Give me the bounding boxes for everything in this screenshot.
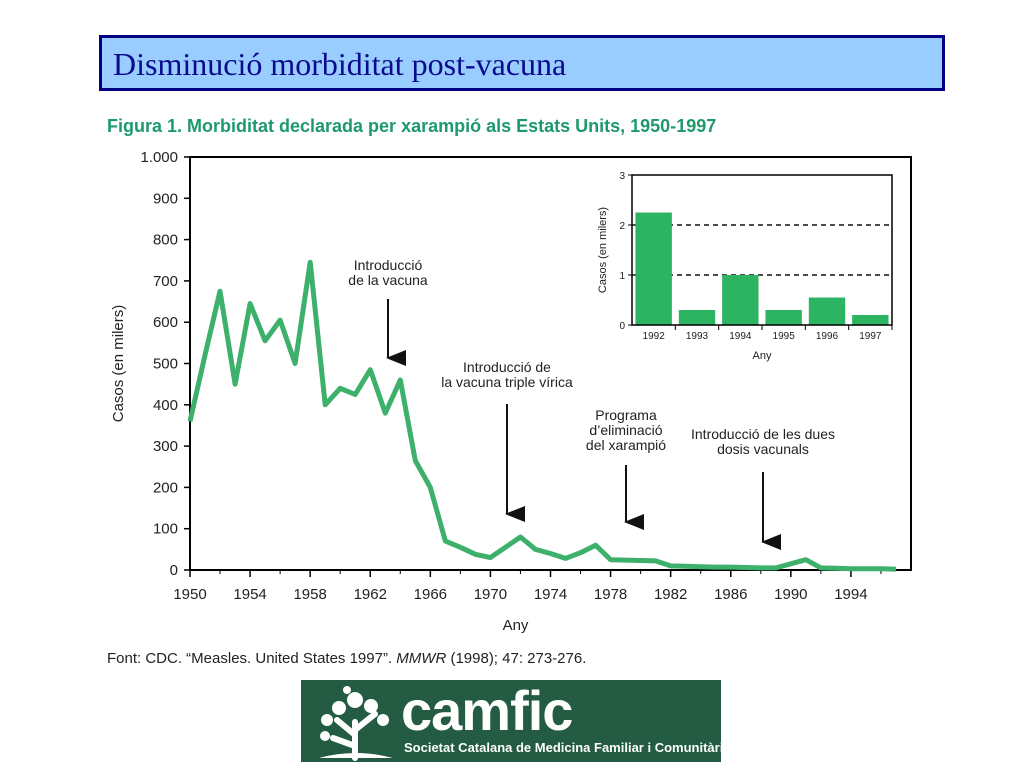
x-tick-label: 1978 <box>594 586 627 603</box>
figure-title: Figura 1. Morbiditat declarada per xaram… <box>107 116 717 136</box>
inset-x-tick-label: 1995 <box>773 331 796 342</box>
annotation-text: dosis vacunals <box>717 441 809 457</box>
logo-subtitle: Societat Catalana de Medicina Familiar i… <box>404 740 731 755</box>
bar-1993 <box>678 310 716 325</box>
inset-y-tick-label: 3 <box>619 171 625 182</box>
x-tick-label: 1974 <box>534 586 567 603</box>
series-line-measles <box>187 259 897 572</box>
x-tick-label: 1990 <box>774 586 807 603</box>
tree-logo-icon <box>319 686 393 761</box>
y-tick-label: 600 <box>153 314 178 331</box>
annotation-text: d’eliminació <box>589 422 662 438</box>
inset-background <box>572 164 910 368</box>
slide-title: Disminució morbiditat post-vacuna <box>99 35 945 91</box>
inset-x-tick-label: 1997 <box>859 331 882 342</box>
annotation-text: del xarampió <box>586 437 666 453</box>
x-tick-label: 1986 <box>714 586 747 603</box>
y-tick-label: 700 <box>153 273 178 290</box>
inset-y-tick-label: 0 <box>619 321 625 332</box>
inset-x-tick-label: 1992 <box>643 331 666 342</box>
y-tick-label: 300 <box>153 438 178 455</box>
bar-1994 <box>722 275 759 325</box>
inset-x-tick-label: 1993 <box>686 331 709 342</box>
y-tick-label: 1.000 <box>140 149 178 166</box>
inset-x-tick-label: 1994 <box>729 331 752 342</box>
source-journal: MMWR <box>396 650 447 667</box>
inset-x-tick-label: 1996 <box>816 331 839 342</box>
source-suffix: (1998); 47: 273-276. <box>446 650 587 667</box>
bar-1992 <box>635 212 672 325</box>
bar-1995 <box>765 310 802 325</box>
x-axis-label: Any <box>503 617 529 634</box>
chart-area: 0 100 200 300 400 500 600 700 800 900 1.000 1950 195… <box>110 149 912 634</box>
x-tick-label: 1982 <box>654 586 687 603</box>
x-tick-label: 1954 <box>233 586 266 603</box>
inset-y-tick-label: 1 <box>619 271 625 282</box>
annotation-text: Introducció de <box>463 359 551 375</box>
x-tick-label: 1958 <box>293 586 326 603</box>
annotation-text: de la vacuna <box>348 272 428 288</box>
annotation-text: Introducció de les dues <box>691 426 835 442</box>
inset-y-tick-label: 2 <box>619 221 625 232</box>
source-citation: Font: CDC. “Measles. United States 1997”… <box>107 650 586 667</box>
main-chart: 0 100 200 300 400 500 600 700 800 900 1.000 1950 195… <box>110 149 912 634</box>
annotation-text: Programa <box>595 407 657 423</box>
logo-wordmark: camfic <box>401 679 573 742</box>
y-tick-label: 500 <box>153 356 178 373</box>
bar-1996 <box>808 297 846 325</box>
bar-1997 <box>852 315 889 325</box>
x-tick-label: 1970 <box>474 586 507 603</box>
y-tick-label: 100 <box>153 521 178 538</box>
camfic-logo: camfic Societat Catalana de Medicina Fam… <box>301 679 731 762</box>
source-prefix: Font: CDC. “Measles. United States 1997”… <box>107 650 397 667</box>
y-tick-label: 0 <box>170 562 178 579</box>
annotation-text: la vacuna triple vírica <box>441 374 573 390</box>
inset-chart: 0 1 2 3 1992 1993 1994 1995 1996 1997 Any Casos (en… <box>572 164 910 368</box>
x-tick-label: 1962 <box>354 586 387 603</box>
y-axis-label: Casos (en milers) <box>110 305 127 423</box>
x-tick-label: 1950 <box>173 586 206 603</box>
y-tick-label: 800 <box>153 232 178 249</box>
y-tick-label: 400 <box>153 397 178 414</box>
y-tick-label: 900 <box>153 190 178 207</box>
annotation-text: Introducció <box>354 257 423 273</box>
y-tick-label: 200 <box>153 479 178 496</box>
x-tick-label: 1994 <box>834 586 867 603</box>
inset-x-axis-label: Any <box>753 350 772 362</box>
x-tick-label: 1966 <box>414 586 447 603</box>
inset-y-axis-label: Casos (en milers) <box>597 207 609 293</box>
